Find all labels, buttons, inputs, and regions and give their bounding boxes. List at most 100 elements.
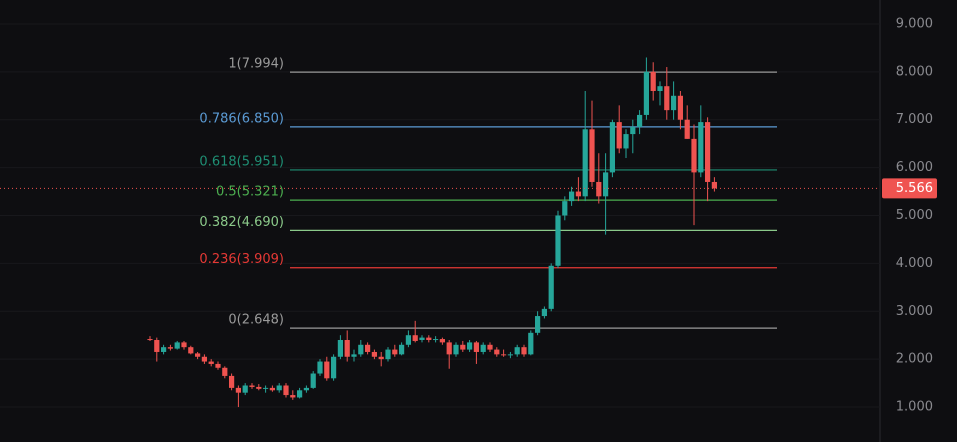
candle-body <box>657 86 663 91</box>
candle-body <box>405 335 411 345</box>
candle-body <box>426 337 432 340</box>
fib-label: 0.236(3.909) <box>199 252 284 267</box>
candle-body <box>494 349 500 355</box>
candle-body <box>705 122 711 182</box>
candle-body <box>487 344 493 350</box>
candle-body <box>412 335 418 341</box>
candle-body <box>399 344 405 355</box>
candle-body <box>521 347 527 355</box>
candle-body <box>643 71 649 115</box>
candle-body <box>351 354 357 357</box>
candle-body <box>181 342 187 348</box>
y-tick-label: 4.000 <box>896 256 933 271</box>
candle-body <box>331 356 337 379</box>
y-tick-label: 7.000 <box>896 112 933 127</box>
last-price-box <box>882 178 937 199</box>
candle-body <box>290 395 296 398</box>
candle-body <box>310 373 316 388</box>
candle-body <box>446 342 452 355</box>
candle-body <box>263 387 269 389</box>
candle-body <box>535 316 541 333</box>
candle-body <box>419 337 425 340</box>
candle-body <box>201 356 207 362</box>
candle-body <box>195 353 201 357</box>
candle-body <box>507 354 513 356</box>
candle-body <box>235 387 241 393</box>
candle-body <box>650 71 656 91</box>
candle-body <box>480 344 486 352</box>
candle-body <box>147 339 153 341</box>
candle-body <box>392 349 398 355</box>
candle-body <box>664 86 670 111</box>
candle-body <box>582 129 588 197</box>
candle-body <box>324 361 330 379</box>
candle-body <box>460 344 466 350</box>
candle-body <box>609 122 615 173</box>
y-tick-label: 1.000 <box>896 400 933 415</box>
candle-body <box>317 361 323 374</box>
candle-body <box>208 361 214 364</box>
candle-body <box>337 340 343 357</box>
candle-body <box>514 347 520 355</box>
fib-label: 0.786(6.850) <box>199 111 284 126</box>
fib-label: 0.618(5.951) <box>199 154 284 169</box>
candle-body <box>616 122 622 149</box>
candle-body <box>154 340 160 352</box>
y-tick-label: 3.000 <box>896 304 933 319</box>
candle-body <box>637 114 643 127</box>
candle-body <box>555 215 561 266</box>
candle-body <box>283 385 289 396</box>
candle-body <box>167 347 173 349</box>
candle-body <box>698 122 704 173</box>
last-price-label: 5.566 <box>896 181 933 196</box>
y-tick-label: 9.000 <box>896 16 933 31</box>
candle-body <box>229 375 235 388</box>
fib-label: 0.382(4.690) <box>199 215 284 230</box>
y-tick-label: 8.000 <box>896 64 933 79</box>
candle-body <box>596 181 602 197</box>
candle-body <box>630 126 636 135</box>
candle-body <box>303 387 309 391</box>
candle-body <box>569 191 575 202</box>
candle-body <box>188 347 194 354</box>
candle-body <box>174 342 180 349</box>
candle-body <box>562 201 568 216</box>
candle-body <box>528 332 534 355</box>
fib-label: 0.5(5.321) <box>216 185 284 200</box>
candle-body <box>358 344 364 355</box>
candle-body <box>385 349 391 360</box>
candle-body <box>603 172 609 197</box>
candle-body <box>623 134 629 149</box>
candle-body <box>344 340 350 357</box>
candle-body <box>439 339 445 343</box>
candle-body <box>276 385 282 391</box>
candle-body <box>684 119 690 139</box>
candle-body <box>256 386 262 389</box>
candle-body <box>215 363 221 368</box>
candle-body <box>222 367 228 376</box>
fib-label: 1(7.994) <box>228 57 284 72</box>
candle-body <box>677 95 683 120</box>
candle-body <box>589 129 595 182</box>
candle-body <box>378 356 384 360</box>
candle-body <box>575 191 581 197</box>
candle-body <box>433 339 439 341</box>
candle-body <box>711 181 717 189</box>
candle-body <box>541 308 547 317</box>
candle-body <box>297 390 303 398</box>
y-tick-label: 2.000 <box>896 352 933 367</box>
y-tick-label: 6.000 <box>896 160 933 175</box>
candle-body <box>501 354 507 356</box>
candle-body <box>161 347 167 352</box>
candle-body <box>473 342 479 352</box>
fib-label: 0(2.648) <box>228 313 284 328</box>
candle-body <box>365 344 371 352</box>
candle-body <box>242 385 248 393</box>
candle-body <box>249 385 255 387</box>
candle-body <box>453 344 459 355</box>
candle-body <box>467 342 473 350</box>
candle-body <box>671 95 677 111</box>
candle-body <box>691 138 697 173</box>
